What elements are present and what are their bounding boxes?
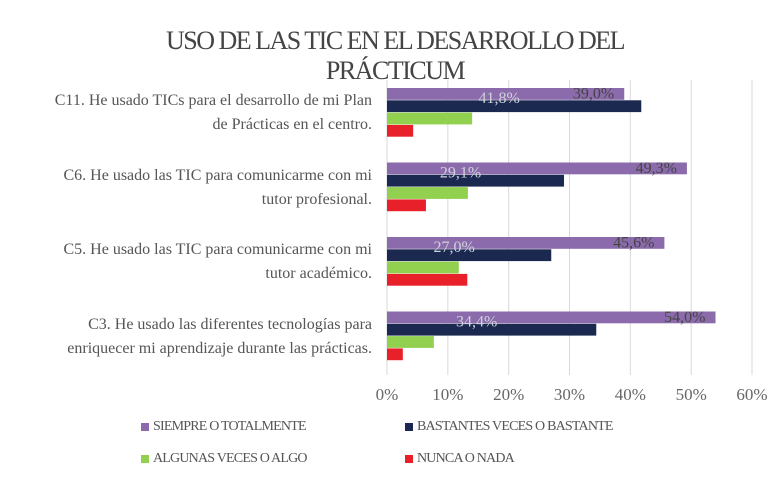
data-label: 29,1% xyxy=(440,164,481,181)
category-label: C6. He usado las TIC para comunicarme co… xyxy=(63,166,372,208)
bar xyxy=(387,336,434,348)
bar xyxy=(387,162,687,175)
data-label: 54,0% xyxy=(664,309,705,326)
bar xyxy=(387,348,403,361)
legend-label: NUNCA O NADA xyxy=(417,451,516,466)
legend-marker xyxy=(141,423,149,431)
category-label: C5. He usado las TIC para comunicarme co… xyxy=(63,241,372,282)
bar xyxy=(387,311,716,324)
data-label: 41,8% xyxy=(478,90,519,107)
bar xyxy=(387,100,642,113)
category-label: C11. He usado TICs para el desarrollo de… xyxy=(54,92,372,133)
bar xyxy=(387,112,473,125)
bar xyxy=(387,323,597,336)
bar xyxy=(387,88,625,100)
x-tick-label: 50% xyxy=(676,385,707,404)
legend-label: BASTANTES VECES O BASTANTE xyxy=(417,419,613,434)
x-tick-label: 20% xyxy=(493,385,524,404)
x-tick-label: 10% xyxy=(432,385,463,404)
bar xyxy=(387,249,552,262)
x-tick-label: 40% xyxy=(615,385,646,404)
legend-marker xyxy=(405,455,413,463)
chart-title: USO DE LAS TIC EN EL DESARROLLO DEL PRÁC… xyxy=(165,26,626,85)
bar xyxy=(387,261,459,274)
bar xyxy=(387,187,468,199)
legend-marker xyxy=(405,423,413,431)
x-tick-label: 0% xyxy=(376,385,399,404)
legend-marker xyxy=(141,455,149,463)
legend-label: SIEMPRE O TOTALMENTE xyxy=(153,419,306,434)
bar xyxy=(387,174,565,187)
bar xyxy=(387,237,665,249)
data-label: 49,3% xyxy=(636,160,677,177)
bar xyxy=(387,124,414,137)
data-label: 34,4% xyxy=(456,313,497,330)
data-label: 45,6% xyxy=(613,235,654,252)
x-tick-label: 60% xyxy=(736,385,767,404)
x-tick-label: 30% xyxy=(554,385,585,404)
data-label: 39,0% xyxy=(573,86,614,103)
category-label: C3. He usado las diferentes tecnologías … xyxy=(67,315,372,357)
data-label: 27,0% xyxy=(433,239,474,256)
bar xyxy=(387,273,468,286)
legend-label: ALGUNAS VECES O ALGO xyxy=(153,451,307,466)
bar xyxy=(387,199,426,212)
